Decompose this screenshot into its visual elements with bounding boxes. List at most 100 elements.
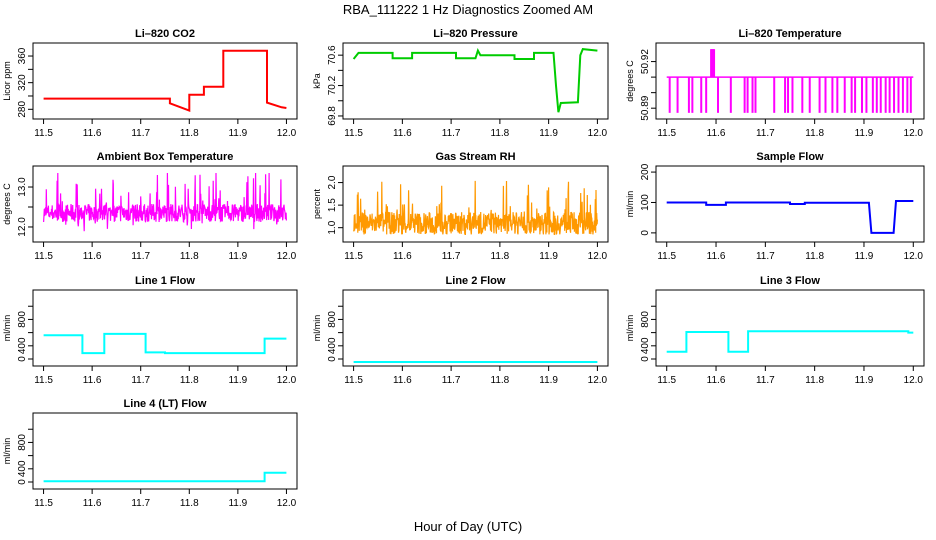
- y-tick-label: 0: [17, 479, 28, 485]
- plot-frame: [342, 289, 609, 367]
- x-tick-label: 11.9: [539, 251, 558, 262]
- x-tick-label: 11.9: [855, 251, 874, 262]
- x-tick-label: 11.6: [83, 498, 102, 509]
- data-series-line: [43, 471, 287, 483]
- x-tick-label: 11.9: [228, 375, 247, 386]
- x-tick-label: 12.0: [904, 375, 924, 386]
- x-tick-label: 11.6: [707, 251, 726, 262]
- y-tick-label: 400: [17, 460, 28, 477]
- x-tick-label: 11.9: [539, 375, 558, 386]
- x-tick-label: 12.0: [904, 251, 924, 262]
- plot-frame: [32, 289, 298, 367]
- y-tick-label: 320: [17, 74, 28, 91]
- y-tick-label: 70.6: [327, 45, 338, 65]
- x-tick-label: 11.5: [657, 251, 676, 262]
- panel-title: Li–820 CO2: [135, 28, 195, 40]
- x-tick-label: 11.8: [805, 128, 824, 139]
- panel-title: Line 3 Flow: [760, 275, 820, 287]
- data-series-line: [352, 48, 598, 113]
- y-tick-label: 1.0: [327, 220, 338, 234]
- y-tick-label: 0: [640, 356, 651, 362]
- x-tick-label: 11.5: [34, 128, 53, 139]
- y-tick-label: 0: [17, 356, 28, 362]
- panel-title: Line 4 (LT) Flow: [124, 398, 207, 410]
- figure-xlabel: Hour of Day (UTC): [414, 519, 522, 534]
- y-axis-label: ml/min: [2, 438, 12, 465]
- y-tick-label: 800: [640, 311, 651, 328]
- x-tick-label: 11.7: [131, 128, 150, 139]
- y-axis-label: percent: [312, 188, 322, 219]
- x-tick-label: 11.5: [657, 375, 676, 386]
- x-tick-label: 11.5: [344, 375, 363, 386]
- x-tick-label: 11.5: [34, 375, 53, 386]
- panel-title: Sample Flow: [756, 151, 824, 163]
- plot-area: [352, 48, 598, 113]
- x-tick-label: 11.5: [344, 128, 363, 139]
- x-tick-label: 11.6: [83, 128, 102, 139]
- x-tick-label: 11.8: [805, 375, 824, 386]
- x-tick-label: 11.8: [180, 251, 199, 262]
- x-tick-label: 11.7: [756, 251, 775, 262]
- plot-area: [43, 49, 287, 113]
- y-axis-label: degrees C: [625, 60, 635, 102]
- data-series-line: [666, 330, 914, 353]
- x-tick-label: 11.9: [539, 128, 558, 139]
- x-tick-label: 11.8: [805, 251, 824, 262]
- y-tick-label: 50.92: [640, 49, 651, 74]
- panel-sample_flow: Sample Flow ml/min 11.5 11.6 11.7 11.8 11.9 12.…: [625, 151, 925, 262]
- panel-line2: Line 2 Flow ml/min 11.5 11.6 11.7 11.8 11.9 12.…: [312, 275, 609, 386]
- y-axis-label: ml/min: [2, 315, 12, 342]
- plot-area: [353, 180, 598, 236]
- x-tick-label: 11.9: [228, 251, 247, 262]
- panel-line1: Line 1 Flow ml/min 11.5 11.6 11.7 11.8 11.9 12.…: [2, 275, 298, 386]
- figure-title: RBA_111222 1 Hz Diagnostics Zoomed AM: [343, 2, 593, 17]
- plot-frame: [342, 165, 609, 243]
- panel-title: Gas Stream RH: [435, 151, 515, 163]
- x-tick-label: 12.0: [277, 128, 297, 139]
- y-tick-label: 69.8: [327, 106, 338, 126]
- x-tick-label: 11.9: [228, 498, 247, 509]
- panel-temperature: Li–820 Temperature degrees C 11.5 11.6 11.7 1…: [625, 28, 925, 139]
- data-series-line: [43, 172, 287, 232]
- x-tick-label: 12.0: [588, 128, 608, 139]
- y-tick-label: 400: [327, 337, 338, 354]
- x-tick-label: 11.6: [83, 251, 102, 262]
- data-series-line: [353, 180, 598, 236]
- x-tick-label: 11.8: [491, 128, 510, 139]
- panel-line4: Line 4 (LT) Flow ml/min 11.5 11.6 11.7 11.8 11…: [2, 398, 298, 509]
- y-tick-label: 200: [640, 163, 651, 180]
- y-tick-label: 280: [17, 101, 28, 118]
- plot-area: [43, 172, 287, 232]
- x-tick-label: 11.5: [34, 498, 53, 509]
- panel-title: Line 1 Flow: [135, 275, 195, 287]
- plot-frame: [32, 42, 298, 120]
- x-tick-label: 12.0: [277, 251, 297, 262]
- plot-frame: [655, 289, 925, 367]
- y-tick-label: 0: [327, 356, 338, 362]
- plot-frame: [32, 412, 298, 490]
- data-series-line: [666, 200, 914, 234]
- x-tick-label: 11.7: [442, 128, 461, 139]
- y-tick-label: 100: [640, 194, 651, 211]
- y-tick-label: 800: [17, 311, 28, 328]
- y-axis-label: ml/min: [625, 315, 635, 342]
- panel-title: Ambient Box Temperature: [97, 151, 234, 163]
- plot-frame: [342, 42, 609, 120]
- data-series-line: [43, 49, 287, 113]
- panel-title: Li–820 Pressure: [433, 28, 517, 40]
- plot-area: [43, 332, 287, 355]
- plot-area: [43, 471, 287, 483]
- panel-ambient: Ambient Box Temperature degrees C 11.5 11.6…: [2, 151, 298, 262]
- x-tick-label: 12.0: [588, 251, 608, 262]
- y-axis-label: ml/min: [625, 191, 635, 218]
- y-tick-label: 2.0: [327, 175, 338, 189]
- y-tick-label: 13.0: [17, 177, 28, 197]
- y-tick-label: 400: [17, 337, 28, 354]
- y-tick-label: 0: [640, 230, 651, 236]
- x-tick-label: 11.7: [756, 128, 775, 139]
- y-axis-label: degrees C: [2, 183, 12, 225]
- x-tick-label: 11.8: [491, 251, 510, 262]
- x-tick-label: 12.0: [277, 498, 297, 509]
- panel-title: Line 2 Flow: [446, 275, 506, 287]
